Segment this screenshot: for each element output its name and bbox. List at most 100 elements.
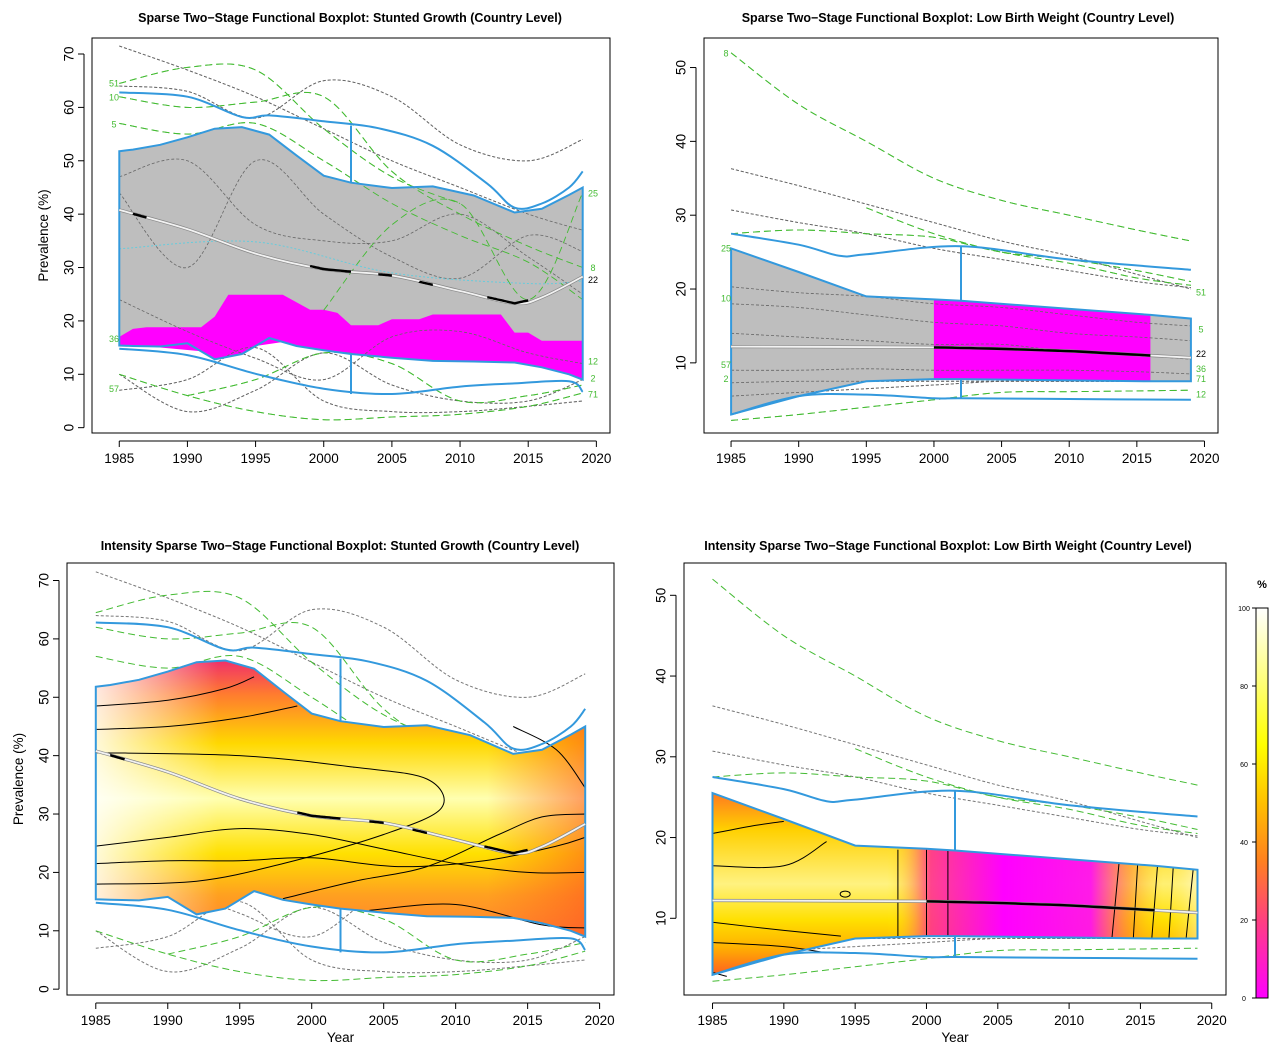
y-tick-label: 0 <box>62 424 77 432</box>
gray-dashed-curve-overlay <box>119 158 583 295</box>
median-observed-segment <box>369 820 384 824</box>
curve-label-right: 5 <box>1198 325 1203 335</box>
plot-frame <box>91 37 611 434</box>
x-tick-label: 2010 <box>1054 451 1084 466</box>
colorbar-tick-label: 40 <box>1240 840 1248 847</box>
x-tick-label: 2005 <box>987 451 1017 466</box>
x-tick-label: 1985 <box>698 1013 728 1028</box>
colorbar-tick-label: 0 <box>1242 996 1246 1003</box>
green-dashed-curve-overlay <box>866 207 1191 286</box>
median-observed-segment <box>309 264 352 273</box>
y-tick-label: 10 <box>37 923 52 938</box>
curve-label-right: 36 <box>1196 364 1206 374</box>
median-observed-segment <box>418 280 433 286</box>
chart-title: Intensity Sparse Two−Stage Functional Bo… <box>704 539 1191 553</box>
minimum-envelope <box>119 347 584 396</box>
y-tick-label: 70 <box>62 46 77 61</box>
colorbar-scale <box>1255 607 1269 999</box>
median-observed-segment <box>487 296 529 305</box>
y-tick-label: 40 <box>654 669 669 684</box>
intensity-overlay <box>95 660 586 937</box>
y-tick-label: 70 <box>37 573 52 588</box>
minimum-envelope <box>712 951 1198 976</box>
central-region-border <box>730 246 1192 416</box>
light-dotted-curve <box>119 240 583 285</box>
green-dashed-curve-overlay <box>119 122 583 300</box>
contour-line <box>1168 867 1174 939</box>
x-tick-label: 2005 <box>983 1013 1013 1028</box>
x-tick-label: 1995 <box>225 1013 255 1028</box>
chart-panel-low_birth_weight_intensity: Intensity Sparse Two−Stage Functional Bo… <box>654 539 1227 1045</box>
green-dashed-curve-overlay <box>119 92 583 268</box>
x-tick-label: 1990 <box>769 1013 799 1028</box>
gray-dashed-curve-overlay <box>731 168 1192 290</box>
gray-dashed-curve-overlay <box>119 159 583 280</box>
y-tick-label: 20 <box>654 830 669 845</box>
contour-line <box>1151 865 1158 939</box>
median-observed-segment <box>412 828 427 835</box>
contour-line <box>95 752 445 885</box>
green-dashed-curve <box>712 772 1198 830</box>
x-tick-label: 2020 <box>585 1013 615 1028</box>
y-tick-label: 40 <box>62 207 77 222</box>
contour-line <box>712 921 841 937</box>
gray-dashed-curve-overlay <box>731 332 1191 360</box>
central-region-border <box>711 791 1199 977</box>
y-tick-label: 30 <box>37 807 52 822</box>
maximum-envelope <box>95 621 586 751</box>
green-dashed-curve <box>167 906 586 963</box>
contour-line <box>712 820 784 834</box>
gray-dashed-curve-overlay <box>731 286 1191 327</box>
chart-title: Sparse Two−Stage Functional Boxplot: Low… <box>742 11 1175 25</box>
x-tick-label: 1985 <box>716 451 746 466</box>
contour-line <box>95 676 255 707</box>
contour-line <box>712 942 827 954</box>
curve-label-left: 36 <box>109 334 119 344</box>
sparse-region <box>933 299 1151 382</box>
x-tick-label: 2020 <box>1189 451 1219 466</box>
green-dashed-curve-overlay <box>119 63 461 204</box>
minimum-envelope <box>730 392 1191 416</box>
y-tick-label: 40 <box>674 134 689 149</box>
x-tick-label: 2010 <box>445 451 475 466</box>
curve-label-left: 57 <box>721 360 731 370</box>
x-tick-label: 2010 <box>1054 1013 1084 1028</box>
plot-frame <box>683 562 1227 996</box>
y-axis-label: Prevalence (%) <box>36 189 51 281</box>
curve-label-left: 51 <box>109 78 119 88</box>
colorbar-tick-label: 20 <box>1240 918 1248 925</box>
plot-frame <box>703 37 1219 434</box>
chart-panel-stunted_growth: Sparse Two−Stage Functional Boxplot: Stu… <box>36 11 611 466</box>
gray-dashed-curve <box>712 750 1198 837</box>
green-dashed-curve <box>95 930 586 982</box>
central-region-border <box>118 126 584 382</box>
median-observed-segment <box>926 900 1155 912</box>
gray-dashed-curve-overlay <box>731 303 1191 342</box>
contour-line <box>95 836 586 868</box>
y-tick-label: 10 <box>674 355 689 370</box>
y-tick-label: 50 <box>674 60 689 75</box>
median-observed-segment <box>297 811 341 820</box>
maximum-envelope <box>712 776 1198 818</box>
x-tick-label: 1985 <box>104 451 134 466</box>
median-observed-segment <box>933 346 1151 357</box>
green-dashed-curve <box>855 748 1198 834</box>
y-tick-label: 20 <box>37 865 52 880</box>
gray-dashed-curve-overlay <box>119 347 583 414</box>
x-tick-label: 2015 <box>513 451 543 466</box>
contour-line <box>712 841 827 869</box>
x-tick-label: 2015 <box>513 1013 543 1028</box>
median-observed-segment <box>132 212 148 219</box>
y-tick-label: 0 <box>37 985 52 993</box>
gray-dashed-curve-overlay <box>119 79 583 162</box>
x-axis-label: Year <box>941 1030 969 1045</box>
median-observed-segment <box>484 845 528 855</box>
plot-area <box>118 45 584 421</box>
colorbar-tick-label: 80 <box>1240 684 1248 691</box>
y-tick-label: 50 <box>37 690 52 705</box>
x-tick-label: 2000 <box>297 1013 327 1028</box>
central-region-border <box>94 659 587 939</box>
x-axis-label: Year <box>327 1030 355 1045</box>
chart-panel-stunted_growth_intensity: Intensity Sparse Two−Stage Functional Bo… <box>11 539 615 1045</box>
